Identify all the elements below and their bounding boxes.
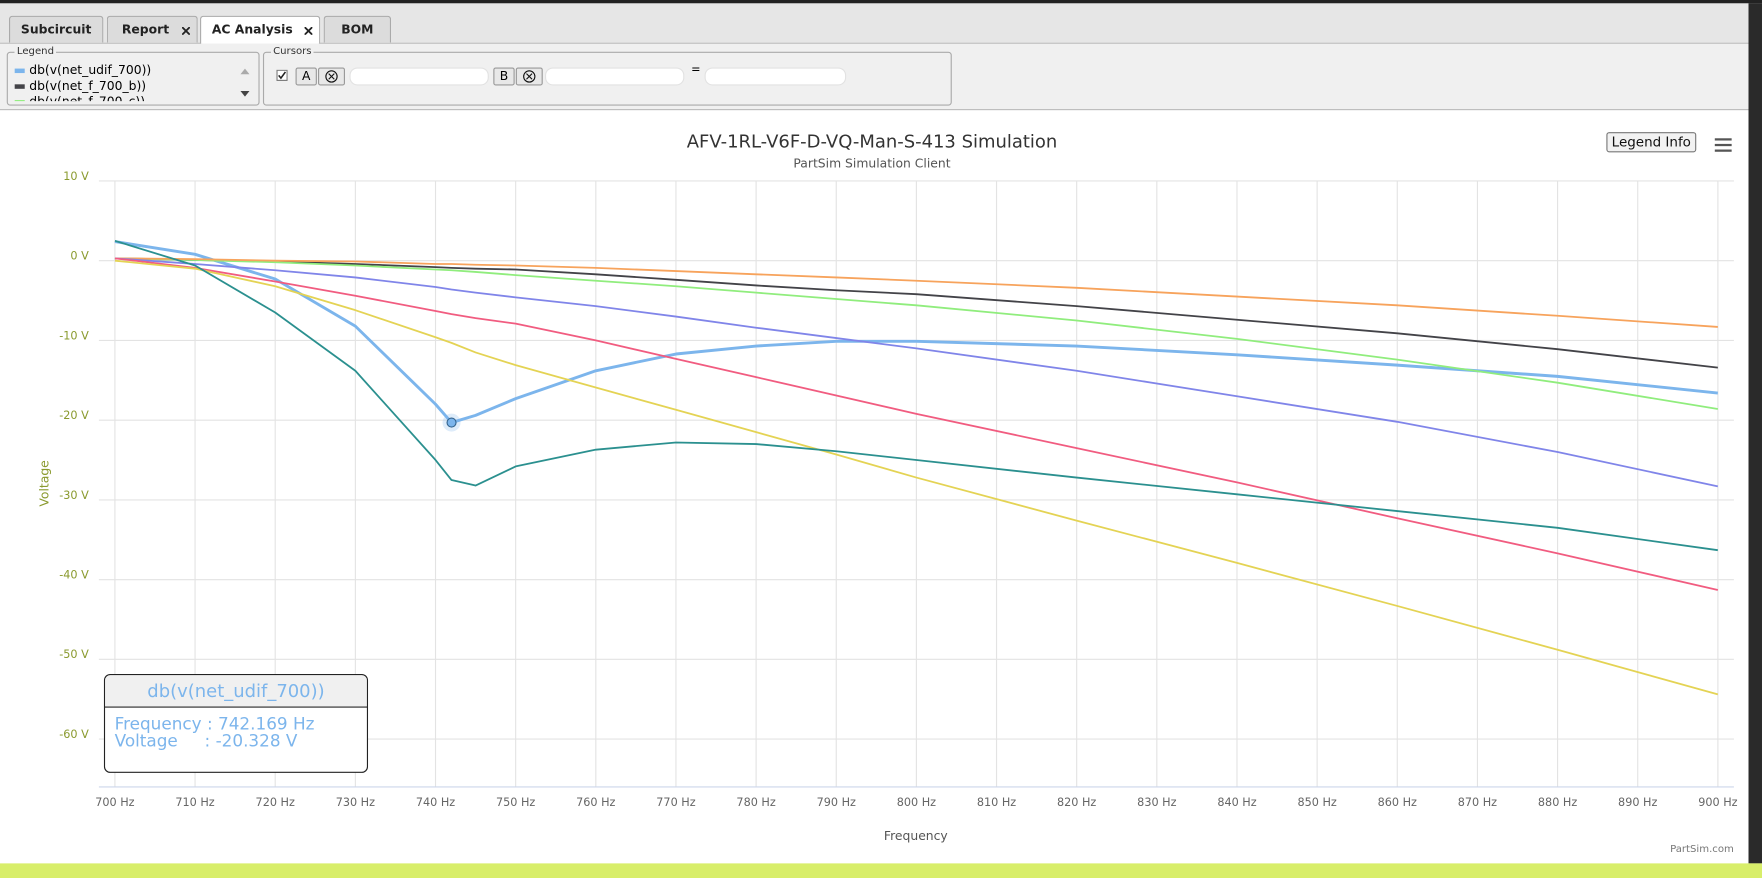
y-tick-label: -40 V: [59, 569, 89, 582]
series-line: [114, 257, 1718, 328]
x-tick-label: 830 Hz: [1137, 796, 1176, 809]
window-edge: [1748, 3, 1762, 864]
x-tick-label: 900 Hz: [1698, 796, 1737, 809]
x-tick-label: 740 Hz: [416, 796, 455, 809]
menu-icon[interactable]: [1714, 138, 1732, 152]
tab[interactable]: Report: [106, 15, 198, 43]
legend-item[interactable]: db(v(net_f_700_c)): [14, 94, 229, 102]
x-tick-label: 700 Hz: [95, 796, 134, 809]
tooltip-title: db(v(net_udif_700)): [147, 681, 324, 702]
cursor-a-input[interactable]: [349, 67, 489, 86]
x-tick-label: 840 Hz: [1217, 796, 1256, 809]
tab-bar: Subcircuit Report AC Analysis BOM: [0, 3, 1749, 44]
series-line: [114, 259, 1719, 696]
y-tick-label: 0 V: [70, 250, 89, 263]
close-icon[interactable]: [182, 26, 190, 35]
legend-panel: Legend db(v(net_udif_700)) db(v(net_f_700…: [6, 46, 260, 106]
legend-swatch: [14, 100, 25, 102]
legend-label: db(v(net_udif_700)): [29, 62, 152, 78]
cursor-diff-input[interactable]: [704, 67, 847, 86]
y-tick-label: -10 V: [59, 329, 89, 342]
tab[interactable]: Subcircuit: [8, 15, 104, 43]
series-line: [114, 257, 1719, 488]
x-tick-label: 730 Hz: [336, 796, 375, 809]
x-tick-label: 770 Hz: [656, 796, 695, 809]
x-axis-title: Frequency: [884, 829, 948, 843]
series-line: [114, 257, 1718, 410]
cursor-b-button[interactable]: B: [493, 67, 515, 86]
cursor-b-clear[interactable]: [515, 67, 543, 86]
tab-active[interactable]: AC Analysis: [200, 15, 321, 44]
tab[interactable]: BOM: [323, 15, 392, 43]
x-tick-label: 780 Hz: [736, 796, 775, 809]
top-bar: [0, 0, 1762, 4]
tooltip-line: Voltage : -20.328 V: [115, 730, 298, 750]
legend-label: db(v(net_f_700_b)): [29, 78, 147, 94]
series-line: [114, 240, 1718, 425]
close-icon[interactable]: [304, 26, 313, 35]
x-tick-label: 880 Hz: [1538, 796, 1577, 809]
legend-info-button[interactable]: [1606, 132, 1697, 153]
x-tick-label: 750 Hz: [496, 796, 535, 809]
x-tick-label: 760 Hz: [576, 796, 615, 809]
legend-item[interactable]: db(v(net_udif_700)): [14, 62, 229, 79]
cursors-title: Cursors: [273, 46, 312, 58]
x-tick-label: 720 Hz: [256, 796, 295, 809]
x-tick-label: 810 Hz: [977, 796, 1016, 809]
equals-label: =: [691, 64, 701, 77]
hover-point: [446, 417, 457, 428]
control-panel: Legend db(v(net_udif_700)) db(v(net_f_700…: [0, 43, 1749, 111]
x-tick-label: 800 Hz: [897, 796, 936, 809]
y-tick-label: -20 V: [59, 409, 89, 422]
legend-title: Legend: [16, 46, 55, 58]
y-tick-label: -60 V: [59, 728, 89, 741]
cursor-b-input[interactable]: [545, 67, 685, 86]
cursor-a-button[interactable]: A: [295, 67, 317, 86]
x-tick-label: 820 Hz: [1057, 796, 1096, 809]
x-tick-label: 710 Hz: [175, 796, 214, 809]
x-tick-label: 890 Hz: [1618, 796, 1657, 809]
chart-subtitle: PartSim Simulation Client: [793, 157, 950, 171]
chart: AFV-1RL-V6F-D-VQ-Man-S-413 Simulation Pa…: [37, 131, 1737, 855]
x-tick-label: 870 Hz: [1458, 796, 1497, 809]
tab-label: Report: [121, 22, 170, 38]
legend-info-label: Legend Info: [1612, 135, 1691, 151]
status-bar: [0, 863, 1762, 878]
legend-swatch: [14, 84, 25, 89]
x-tick-label: 790 Hz: [817, 796, 856, 809]
legend-list: db(v(net_udif_700))db(v(net_f_700_b))db(…: [14, 62, 229, 102]
cursors-panel: Cursors A B =: [262, 46, 952, 106]
tooltip-line: Frequency : 742.169 Hz: [115, 714, 315, 734]
tooltip-header: [105, 675, 367, 706]
legend-label: db(v(net_f_700_c)): [29, 94, 145, 101]
series-line: [114, 239, 1718, 552]
chart-container: AFV-1RL-V6F-D-VQ-Man-S-413 Simulation Pa…: [0, 124, 1749, 864]
y-tick-label: -50 V: [59, 648, 89, 661]
series-line: [114, 257, 1718, 369]
legend-swatch: [14, 68, 25, 74]
series-line: [114, 257, 1719, 591]
y-axis-title: Voltage: [37, 460, 51, 506]
cursor-a-clear[interactable]: [318, 67, 345, 86]
legend-item[interactable]: db(v(net_f_700_b)): [14, 78, 229, 95]
chart-title: AFV-1RL-V6F-D-VQ-Man-S-413 Simulation: [687, 131, 1058, 152]
x-tick-label: 850 Hz: [1297, 796, 1336, 809]
checkbox[interactable]: [276, 69, 288, 81]
y-tick-label: -30 V: [59, 489, 89, 502]
scroll-arrows[interactable]: [239, 66, 250, 100]
x-tick-label: 860 Hz: [1378, 796, 1417, 809]
tab-label: AC Analysis: [211, 22, 293, 38]
y-tick-label: 10 V: [63, 170, 89, 183]
credits: PartSim.com: [1670, 844, 1734, 855]
